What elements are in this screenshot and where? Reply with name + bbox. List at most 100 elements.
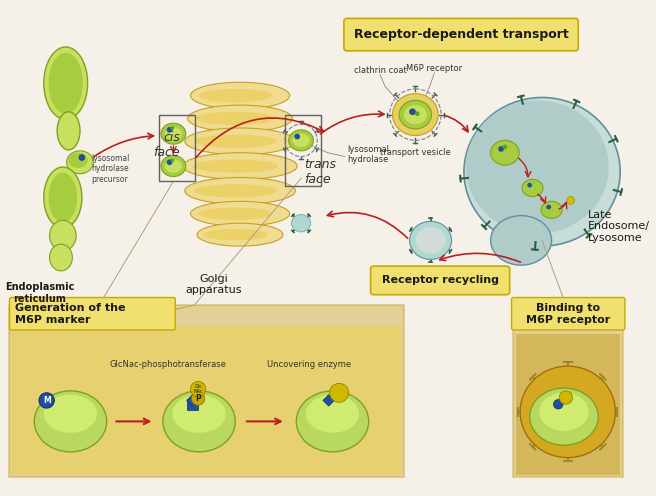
Circle shape: [409, 109, 415, 115]
Text: transport vesicle: transport vesicle: [380, 148, 451, 157]
Circle shape: [498, 146, 504, 152]
Circle shape: [554, 399, 563, 409]
Ellipse shape: [194, 184, 277, 197]
Ellipse shape: [198, 207, 272, 220]
Ellipse shape: [34, 391, 107, 452]
Ellipse shape: [188, 105, 293, 132]
FancyBboxPatch shape: [344, 18, 578, 51]
Circle shape: [167, 127, 173, 133]
Text: Golgi
apparatus: Golgi apparatus: [185, 274, 241, 295]
Ellipse shape: [539, 393, 588, 431]
Circle shape: [192, 392, 205, 405]
Ellipse shape: [161, 156, 186, 177]
Text: M: M: [43, 396, 51, 405]
Ellipse shape: [161, 123, 186, 144]
Ellipse shape: [198, 89, 272, 102]
FancyBboxPatch shape: [371, 266, 510, 295]
Ellipse shape: [49, 173, 77, 222]
Ellipse shape: [190, 201, 289, 226]
Ellipse shape: [57, 112, 80, 150]
Circle shape: [415, 111, 420, 116]
Circle shape: [39, 393, 54, 408]
Ellipse shape: [415, 227, 446, 254]
Text: Endoplasmic
reticulum: Endoplasmic reticulum: [5, 282, 75, 304]
Ellipse shape: [196, 112, 275, 125]
Text: P: P: [195, 394, 201, 403]
Ellipse shape: [185, 178, 295, 204]
Ellipse shape: [192, 159, 278, 173]
Ellipse shape: [69, 153, 88, 168]
Ellipse shape: [165, 127, 182, 140]
Circle shape: [329, 383, 348, 402]
Ellipse shape: [409, 221, 451, 259]
Ellipse shape: [520, 366, 615, 458]
Circle shape: [79, 155, 85, 160]
Circle shape: [171, 126, 174, 130]
Bar: [285, 115, 321, 186]
Ellipse shape: [291, 215, 310, 232]
Ellipse shape: [49, 53, 83, 114]
Circle shape: [502, 145, 507, 149]
Ellipse shape: [491, 216, 552, 265]
Circle shape: [527, 183, 532, 187]
FancyBboxPatch shape: [512, 298, 625, 330]
Bar: [11, 326, 401, 474]
FancyBboxPatch shape: [9, 298, 175, 330]
Bar: [516, 334, 620, 475]
Bar: [9, 305, 404, 477]
Ellipse shape: [67, 151, 93, 174]
Text: Receptor-dependent transport: Receptor-dependent transport: [354, 28, 569, 41]
Ellipse shape: [173, 395, 226, 433]
Polygon shape: [187, 395, 198, 406]
Text: lysosomal
hydrolase
precursor: lysosomal hydrolase precursor: [91, 154, 130, 184]
Ellipse shape: [197, 223, 283, 246]
Ellipse shape: [466, 100, 609, 234]
Ellipse shape: [491, 140, 519, 165]
Ellipse shape: [44, 395, 97, 433]
Circle shape: [567, 196, 575, 204]
Circle shape: [171, 158, 174, 162]
Text: Binding to
M6P receptor: Binding to M6P receptor: [525, 303, 610, 325]
Ellipse shape: [404, 105, 427, 124]
Ellipse shape: [49, 244, 72, 271]
Ellipse shape: [183, 153, 297, 180]
Ellipse shape: [44, 47, 88, 120]
Text: Glc
NAc: Glc NAc: [194, 383, 203, 394]
Circle shape: [559, 391, 573, 404]
Text: GlcNac-phosphotransferase: GlcNac-phosphotransferase: [109, 360, 226, 369]
Ellipse shape: [306, 395, 359, 433]
Ellipse shape: [541, 201, 562, 218]
Text: Uncovering enzyme: Uncovering enzyme: [266, 360, 351, 369]
Text: clathrin coat: clathrin coat: [354, 66, 407, 75]
Ellipse shape: [44, 167, 82, 228]
Bar: [514, 305, 623, 477]
Ellipse shape: [464, 98, 620, 246]
Ellipse shape: [522, 180, 543, 196]
Ellipse shape: [297, 391, 369, 452]
Circle shape: [546, 205, 551, 209]
Text: lysosomal
hydrolase: lysosomal hydrolase: [347, 145, 389, 164]
Ellipse shape: [293, 134, 310, 147]
Ellipse shape: [185, 128, 295, 155]
Text: cis
face: cis face: [154, 131, 180, 159]
Text: Generation of the
M6P marker: Generation of the M6P marker: [15, 303, 126, 325]
Ellipse shape: [163, 391, 236, 452]
Text: Receptor recycling: Receptor recycling: [382, 275, 499, 285]
Text: Late
Endosome/
Lysosome: Late Endosome/ Lysosome: [588, 210, 650, 243]
Circle shape: [295, 134, 300, 139]
Bar: [159, 115, 195, 182]
Ellipse shape: [49, 220, 76, 251]
Ellipse shape: [399, 100, 432, 129]
Circle shape: [190, 381, 206, 397]
Ellipse shape: [165, 159, 182, 173]
Text: trans
face: trans face: [304, 158, 336, 186]
Circle shape: [167, 159, 173, 165]
Ellipse shape: [289, 130, 314, 151]
Circle shape: [531, 182, 535, 185]
Text: M6P receptor: M6P receptor: [406, 64, 462, 73]
Ellipse shape: [203, 229, 268, 241]
Ellipse shape: [529, 388, 598, 445]
Ellipse shape: [190, 82, 289, 109]
Bar: [187, 398, 198, 410]
Ellipse shape: [392, 94, 438, 135]
